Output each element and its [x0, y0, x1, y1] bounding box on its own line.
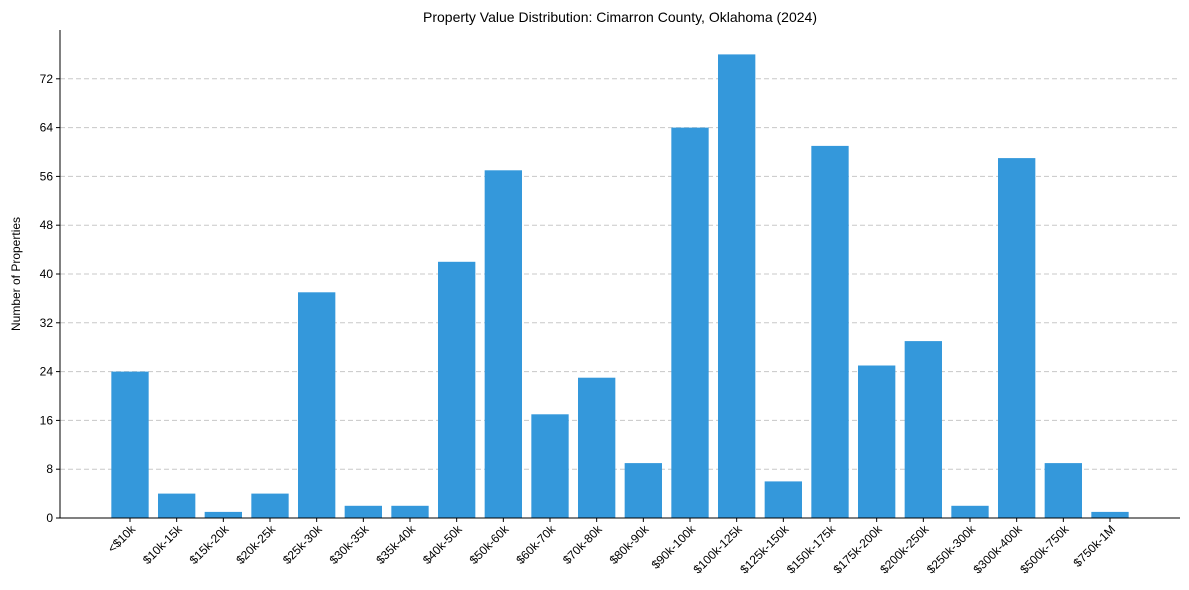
x-ticks: <$10k $10k-15k $15k-20k $20k-25k $25k-30k $30…: [105, 518, 1118, 576]
y-tick-label: 0: [46, 511, 53, 525]
x-tick-label: $50k-60k: [467, 522, 513, 568]
bar: [811, 145, 849, 518]
bar: [764, 481, 802, 518]
bar: [1091, 511, 1129, 518]
y-tick-label: 72: [40, 72, 54, 86]
bar: [484, 170, 522, 519]
x-tick-label: $125k-150k: [737, 522, 792, 577]
bar: [998, 158, 1036, 518]
x-tick-label: $70k-80k: [560, 522, 606, 568]
chart-title: Property Value Distribution: Cimarron Co…: [423, 9, 817, 25]
bar: [531, 414, 569, 518]
bar: [904, 341, 942, 518]
y-ticks: 0 8 16 24 32 40 48 56 64 72: [40, 72, 60, 525]
bar: [1044, 463, 1082, 518]
bar: [951, 505, 989, 518]
gridlines: [60, 78, 1180, 470]
y-tick-label: 40: [40, 267, 54, 281]
x-tick-label: $100k-125k: [691, 522, 746, 577]
bars: [111, 54, 1129, 519]
bar: [298, 292, 336, 518]
bar: [624, 463, 662, 518]
bar: [391, 505, 429, 518]
bar: [111, 371, 149, 518]
bar: [578, 377, 616, 518]
x-tick-label: $25k-30k: [280, 522, 326, 568]
y-tick-label: 48: [40, 218, 54, 232]
x-tick-label: $300k-400k: [971, 522, 1026, 577]
y-axis-title: Number of Properties: [9, 217, 23, 331]
bar: [344, 505, 382, 518]
y-tick-label: 16: [40, 413, 54, 427]
x-tick-label: $35k-40k: [373, 522, 419, 568]
bar: [671, 127, 709, 518]
x-tick-label: $500k-750k: [1017, 522, 1072, 577]
x-tick-label: $175k-200k: [831, 522, 886, 577]
bar: [438, 261, 476, 518]
x-tick-label: $20k-25k: [233, 522, 279, 568]
x-tick-label: $30k-35k: [327, 522, 373, 568]
bar: [858, 365, 896, 518]
y-tick-label: 8: [46, 462, 53, 476]
bar: [251, 493, 289, 518]
y-tick-label: 32: [40, 316, 54, 330]
x-tick-label: $250k-300k: [924, 522, 979, 577]
x-tick-label: $15k-20k: [187, 522, 233, 568]
x-tick-label: $80k-90k: [607, 522, 653, 568]
bar: [158, 493, 196, 518]
x-tick-label: $40k-50k: [420, 522, 466, 568]
x-tick-label: <$10k: [105, 522, 139, 556]
x-tick-label: $60k-70k: [513, 522, 559, 568]
y-tick-label: 56: [40, 169, 54, 183]
x-tick-label: $10k-15k: [140, 522, 186, 568]
x-tick-label: $150k-175k: [784, 522, 839, 577]
y-tick-label: 64: [40, 121, 54, 135]
x-tick-label: $90k-100k: [649, 522, 699, 572]
x-tick-label: $200k-250k: [877, 522, 932, 577]
y-tick-label: 24: [40, 365, 54, 379]
bar: [718, 54, 756, 519]
bar: [204, 511, 242, 518]
x-tick-label: $750k-1M: [1070, 522, 1118, 570]
